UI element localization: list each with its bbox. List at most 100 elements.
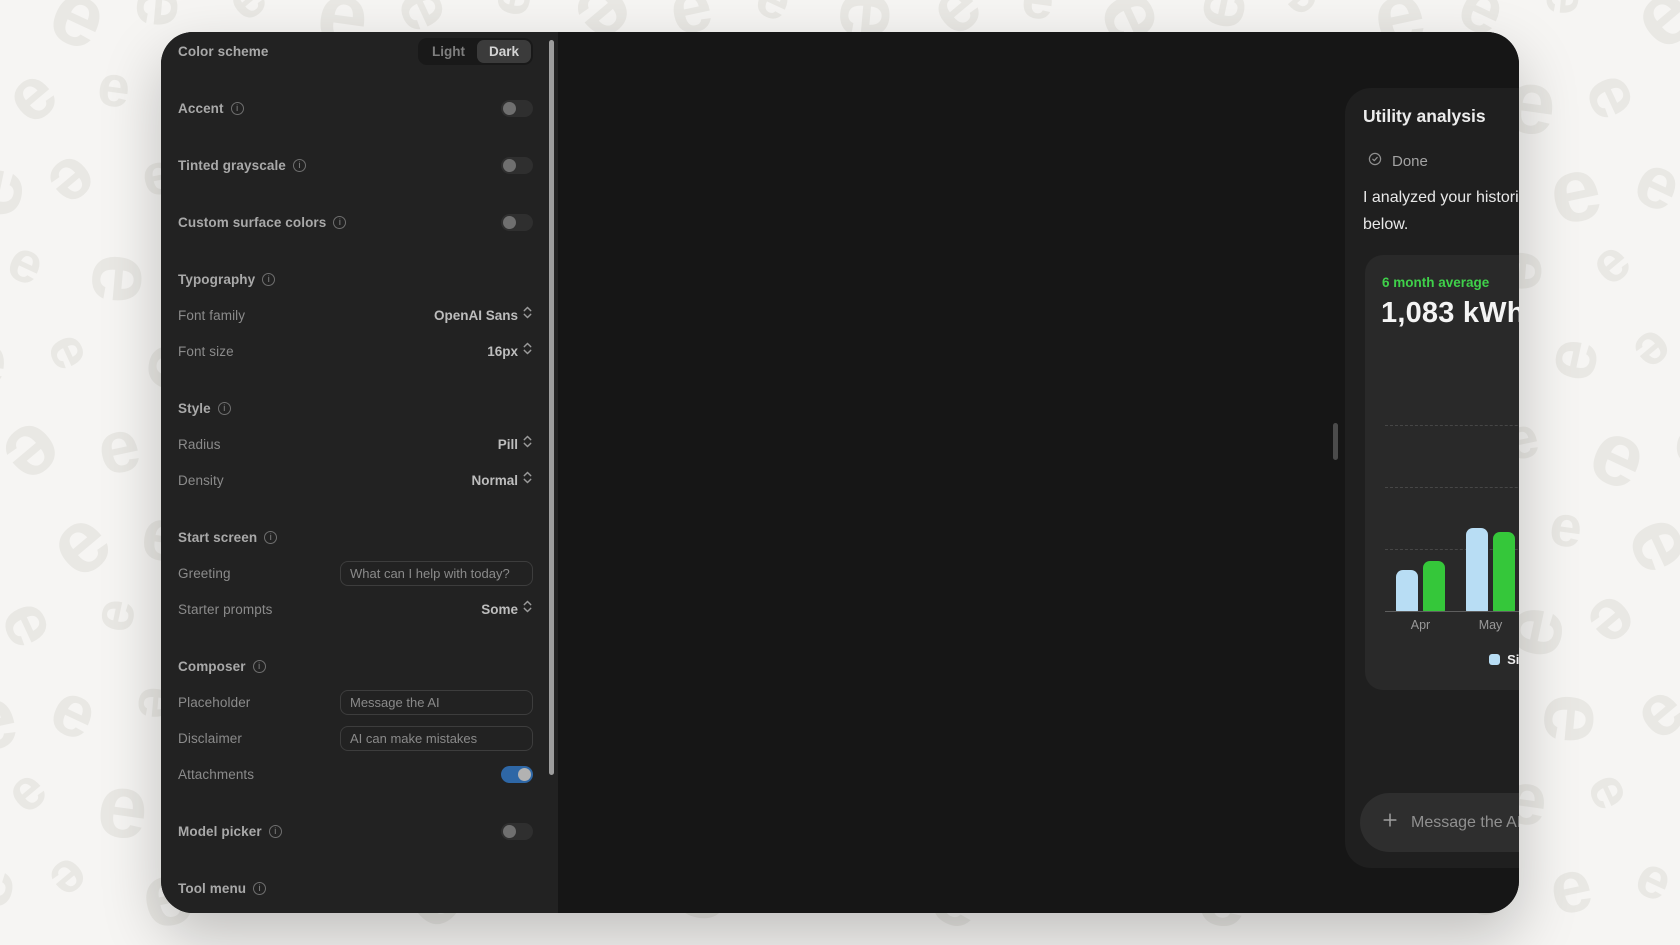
background-e-glyph: e [1540,136,1610,246]
background-e-glyph: e [1662,64,1680,110]
background-e-glyph: e [1523,689,1628,749]
legend-swatch [1489,654,1501,665]
background-e-glyph: e [1622,136,1680,229]
info-icon[interactable]: i [333,215,347,229]
segment-dark[interactable]: Dark [476,39,531,63]
greeting-input[interactable] [340,560,533,586]
background-e-glyph: e [1575,399,1663,511]
info-icon[interactable]: i [268,824,282,838]
settings-label-greeting: Greeting [178,565,231,581]
background-e-glyph: e [213,0,279,34]
select-value: OpenAI Sans [433,307,518,323]
month-label-apr: Apr [1410,618,1431,632]
accent-toggle[interactable] [501,99,533,117]
background-e-glyph: e [1675,226,1680,332]
background-e-glyph: e [1652,772,1680,842]
settings-rows: Color scheme Light Dark Accent i Tinted grays… [161,32,558,906]
chat-title: Utility analysis [1363,106,1486,126]
model-picker-toggle[interactable] [501,822,533,840]
background-e-glyph: e [0,49,73,140]
bar-chart-plot [1385,255,1519,612]
toggle-knob [503,158,516,172]
background-e-glyph: e [1659,422,1680,472]
check-circle-icon [1367,151,1383,172]
background-e-glyph: e [267,930,330,945]
info-icon[interactable]: i [253,881,267,895]
settings-row-composer: Composer i [178,648,533,684]
background-e-glyph: e [1541,841,1600,932]
info-icon[interactable]: i [252,659,266,673]
settings-label-custom-surface-colors: Custom surface colors [178,214,327,230]
background-e-glyph: e [337,939,430,945]
attach-button[interactable] [1378,811,1402,835]
background-e-glyph: e [1607,499,1680,587]
background-e-glyph: e [1576,227,1644,298]
background-e-glyph: e [1574,762,1647,820]
settings-row-starter-prompts: Starter prompts Some [178,591,533,627]
settings-label-color-scheme: Color scheme [178,43,269,59]
font-family-select[interactable]: OpenAI Sans [434,305,533,325]
background-e-glyph: e [38,664,111,757]
background-e-glyph: e [1545,492,1587,561]
gridline [1385,425,1519,426]
settings-label-starter-prompts: Starter prompts [178,601,273,617]
background-e-glyph: e [0,664,26,774]
background-e-glyph: e [32,138,118,229]
settings-scrollbar[interactable] [549,40,554,775]
plus-icon [1380,810,1400,835]
x-axis-line [1385,611,1519,612]
info-icon[interactable]: i [264,530,278,544]
attachments-toggle[interactable] [501,765,533,783]
density-select[interactable]: Normal [471,470,533,490]
info-icon[interactable]: i [230,101,244,115]
background-e-glyph: e [89,401,148,492]
background-e-glyph: e [1035,939,1147,945]
info-icon[interactable]: i [262,272,276,286]
tinted-grayscale-toggle[interactable] [501,156,533,174]
gridline [1385,487,1519,488]
segment-light[interactable]: Light [420,40,477,63]
background-e-glyph: e [1675,579,1680,650]
chevron-up-down-icon [522,434,533,454]
settings-row-color-scheme: Color scheme Light Dark [178,33,533,69]
settings-row-radius: Radius Pill [178,426,533,462]
background-e-glyph: e [1625,842,1680,915]
background-e-glyph: e [1615,665,1680,756]
legend-label: Similar homes [1507,652,1519,667]
status-row: Done [1367,151,1428,172]
background-e-glyph: e [1269,0,1335,35]
font-size-select[interactable]: 16px [487,341,533,361]
settings-row-placeholder: Placeholder [178,684,533,720]
background-e-glyph: e [0,586,78,659]
info-icon[interactable]: i [217,401,231,415]
background-e-glyph: e [0,400,87,510]
month-label-may: May [1478,618,1503,632]
settings-row-model-picker: Model picker i [178,813,533,849]
background-e-glyph: e [1621,316,1680,387]
toggle-knob [503,101,516,115]
settings-row-custom-surface-colors: Custom surface colors i [178,204,533,240]
starter-prompts-select[interactable]: Some [481,599,533,619]
background-e-glyph: e [974,932,1015,945]
select-value: 16px [487,343,518,359]
background-e-glyph: e [0,314,13,403]
chart-average-value: 1,083 kWh [1381,297,1519,329]
background-e-glyph: e [1533,0,1601,18]
composer-input[interactable] [1409,812,1519,833]
composer [1360,793,1519,852]
placeholder-input[interactable] [340,689,533,715]
background-e-glyph: e [702,930,759,945]
info-icon[interactable]: i [292,158,306,172]
resize-handle-left[interactable] [1333,423,1338,460]
chat-widget-panel: Utility analysis [1345,88,1519,868]
custom-surface-colors-toggle[interactable] [501,213,533,231]
disclaimer-input[interactable] [340,725,533,751]
radius-select[interactable]: Pill [498,434,533,454]
background-e-glyph: e [1525,330,1615,388]
settings-label-typography: Typography [178,271,256,287]
settings-label-accent: Accent [178,100,224,116]
chevron-up-down-icon [522,341,533,361]
background-e-glyph: e [1568,58,1662,131]
settings-label-tinted-grayscale: Tinted grayscale [178,157,286,173]
background-e-glyph: e [746,0,803,35]
